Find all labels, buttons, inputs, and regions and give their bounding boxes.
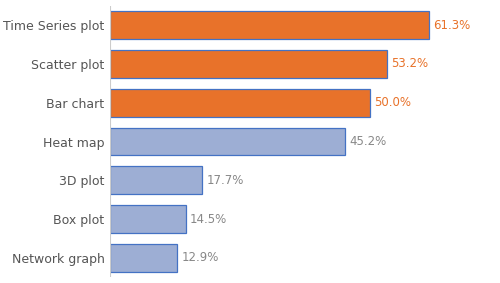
Text: 50.0%: 50.0%	[374, 96, 412, 109]
Bar	[110, 244, 177, 272]
Bar	[110, 205, 186, 233]
Text: 17.7%: 17.7%	[206, 174, 244, 187]
Bar	[110, 11, 430, 39]
Bar	[110, 89, 370, 117]
Bar	[110, 166, 202, 194]
Text: 14.5%: 14.5%	[190, 213, 227, 226]
Bar	[110, 50, 387, 78]
Text: 45.2%: 45.2%	[350, 135, 387, 148]
Text: 61.3%: 61.3%	[434, 19, 470, 32]
Bar	[110, 128, 346, 155]
Text: 12.9%: 12.9%	[182, 251, 218, 264]
Text: 53.2%: 53.2%	[391, 57, 428, 70]
